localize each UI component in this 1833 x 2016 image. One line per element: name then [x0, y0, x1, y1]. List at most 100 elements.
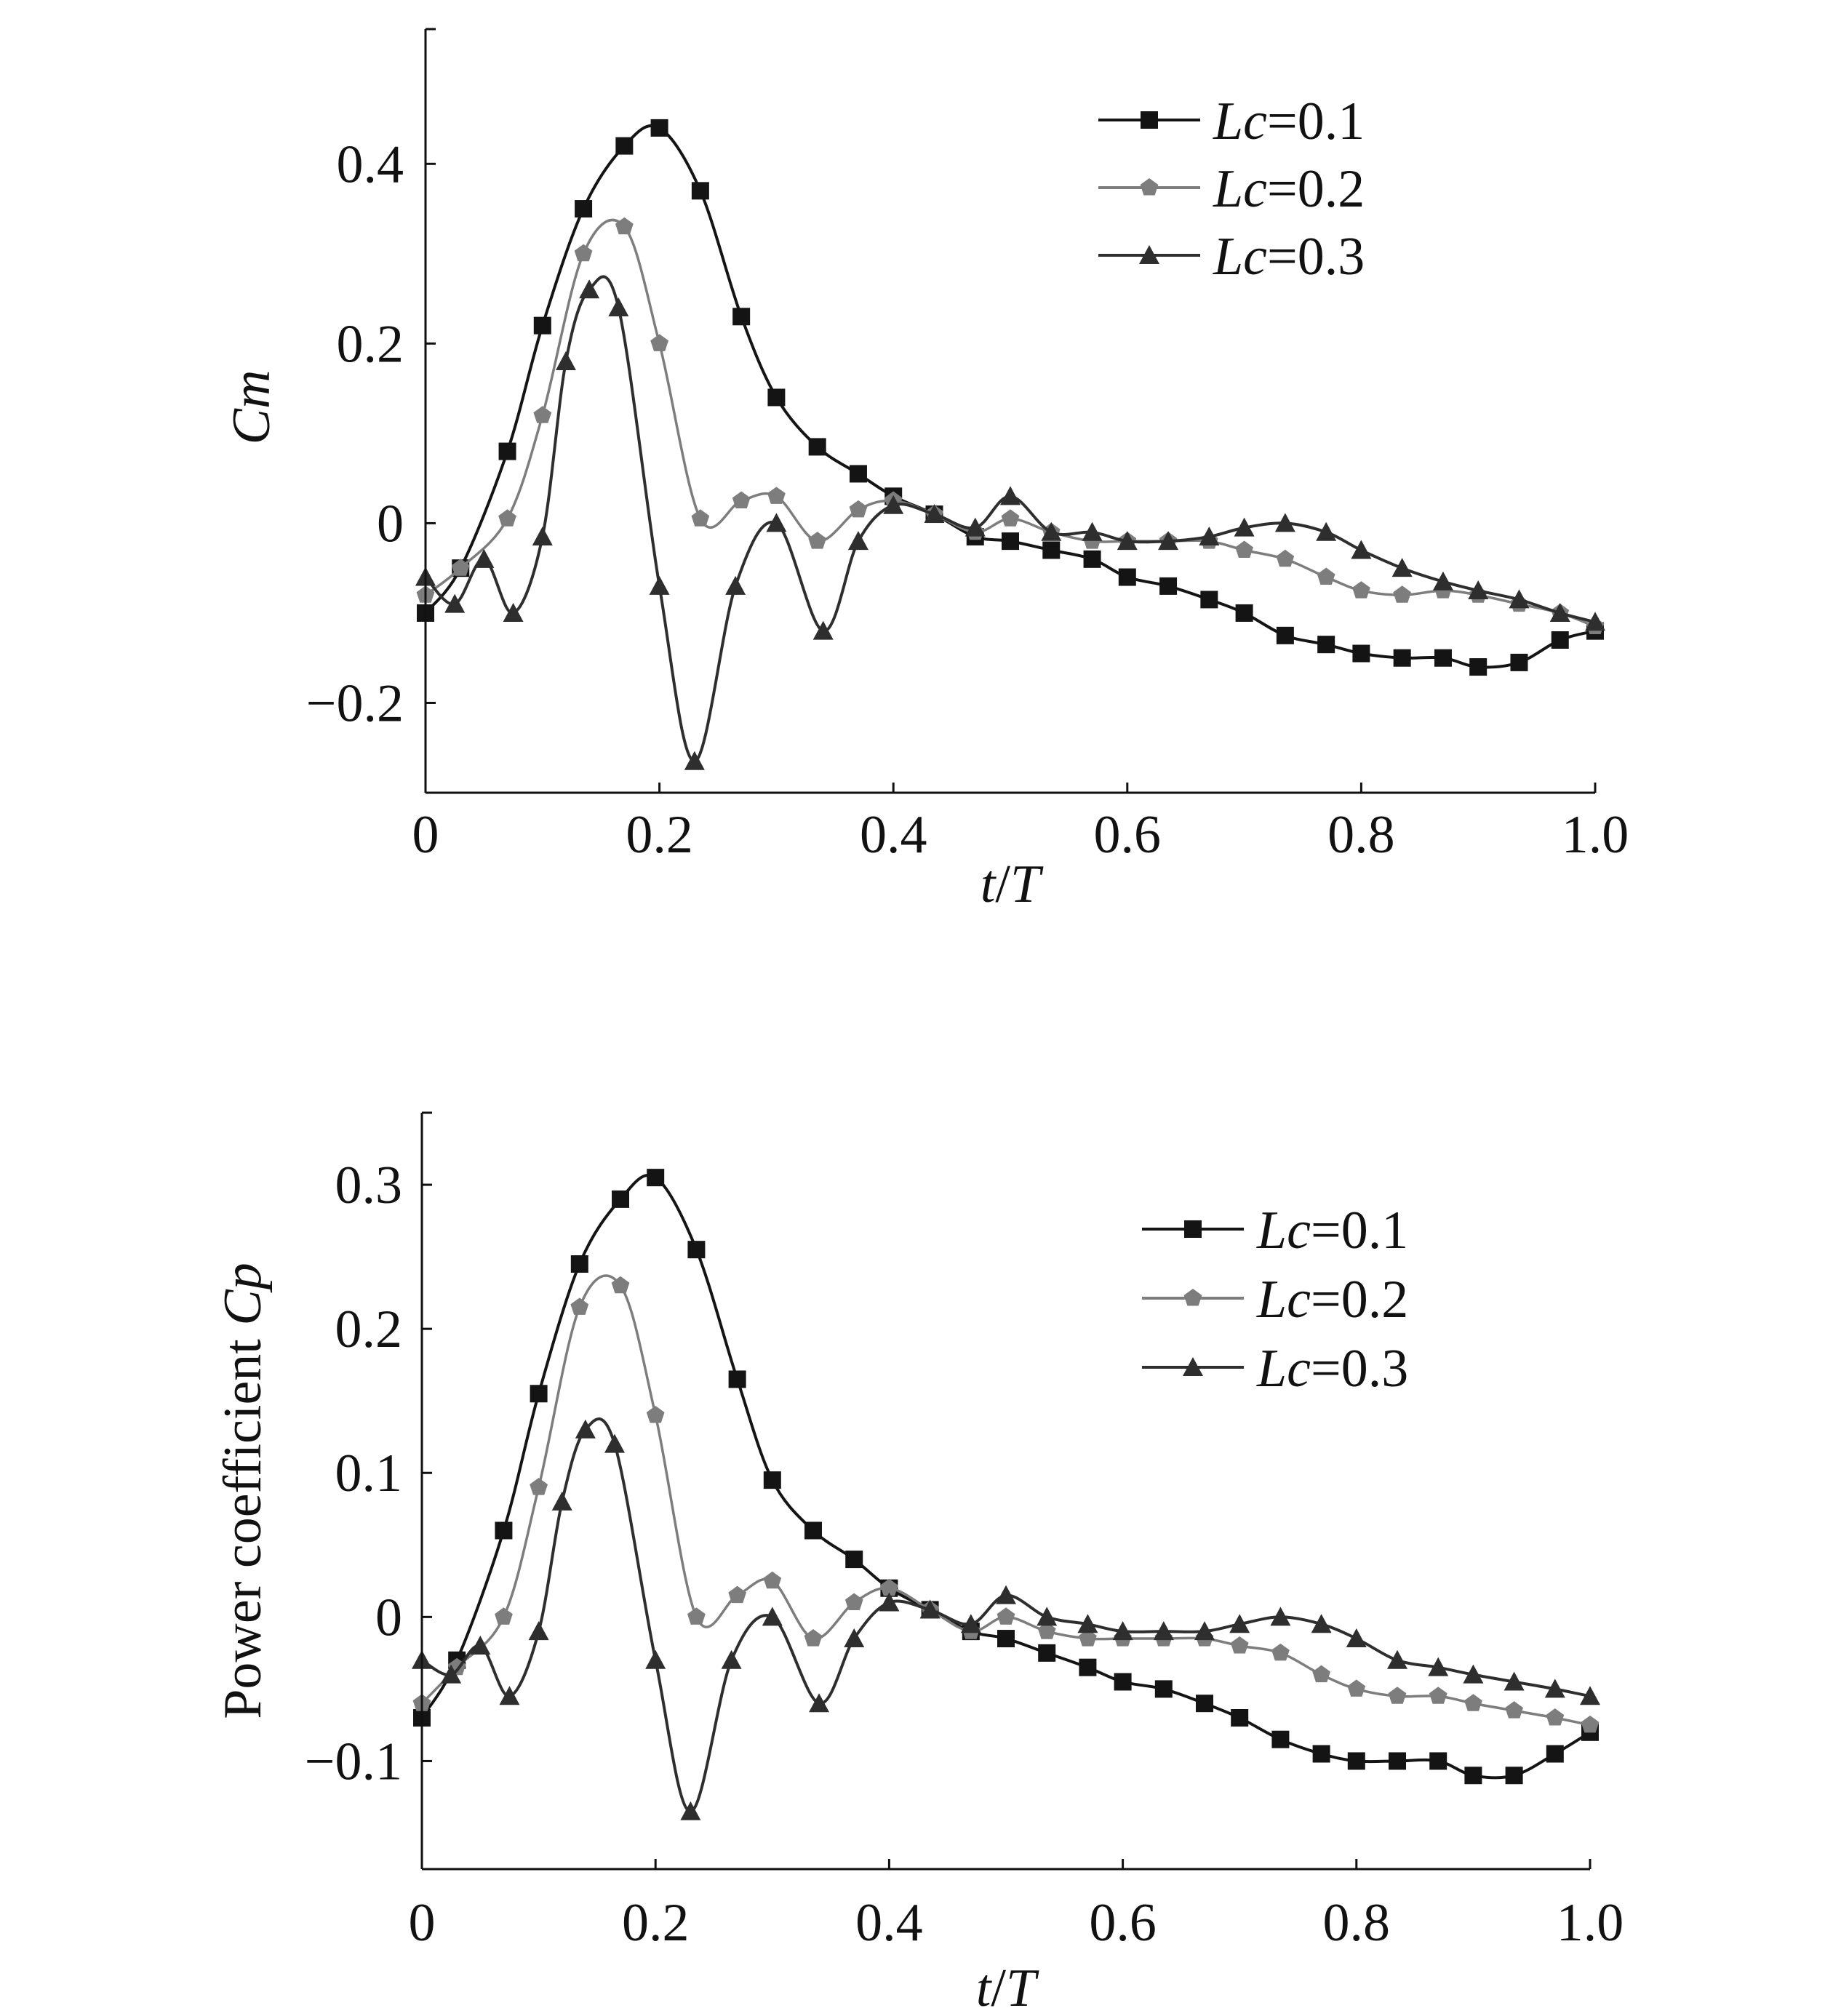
cm-series-1-point [615, 137, 634, 155]
cp-series-3-point [1544, 1679, 1565, 1698]
cm-series-3-point [1158, 531, 1179, 551]
cm-series-3-point [1432, 571, 1453, 591]
cm-series-2-point [1352, 581, 1370, 599]
cm-y-ticks: 0.4 0.2 0 −0.2 [306, 135, 436, 733]
cp-series-3-point [1311, 1614, 1332, 1633]
cp-series-1-point [1389, 1752, 1407, 1770]
cp-series-1-point [495, 1521, 513, 1540]
cp-series-3-point [645, 1649, 666, 1669]
cm-series-1-point [808, 438, 826, 456]
cm-series-1-point [1083, 550, 1101, 568]
cm-x-tick-label: 0.6 [1094, 805, 1162, 865]
cp-legend-swatch-marker [1184, 1220, 1202, 1238]
cm-series-2-point [615, 217, 634, 235]
cp-series-3-point [1037, 1607, 1058, 1626]
cm-y-tick-label: 0.4 [337, 135, 404, 194]
cp-series-1-point [1546, 1745, 1564, 1763]
cm-series-1-point [1317, 636, 1335, 654]
cp-x-axis-label: t/T [976, 1959, 1039, 2016]
cp-series-3-point [1503, 1671, 1525, 1691]
cp-series-1-point [1347, 1752, 1365, 1770]
cp-series-1-point [1196, 1695, 1214, 1713]
cm-x-axis-label: t/T [981, 855, 1044, 914]
cm-series-2-point [1317, 567, 1335, 585]
cm-series-3 [415, 275, 1605, 770]
cm-series-1 [417, 119, 1604, 676]
cp-series-1-point [1154, 1680, 1173, 1698]
cp-series-3-point [1194, 1621, 1215, 1641]
cp-series-3-point [1077, 1614, 1098, 1633]
cp-series-group [412, 1169, 1600, 1820]
cp-series-3-point [551, 1491, 572, 1511]
cm-legend-label-value: =0.1 [1267, 92, 1365, 151]
cm-series-1-point [1352, 644, 1370, 663]
cm-legend-label-value: =0.2 [1267, 159, 1365, 219]
cm-series-3-point [1549, 602, 1570, 622]
cp-series-1-point [1231, 1709, 1249, 1727]
cm-series-3-point [812, 620, 834, 640]
cm-series-1-point [1510, 653, 1528, 671]
cp-series-1-point [1079, 1658, 1097, 1676]
cm-legend-item: Lc=0.3 [1098, 227, 1365, 287]
cp-y-tick-label: 0.2 [335, 1300, 403, 1359]
cm-series-3-point [1468, 580, 1489, 600]
cp-series-2-point [687, 1607, 706, 1625]
cm-series-3-point [924, 504, 945, 524]
cp-series-3-point [1346, 1628, 1367, 1648]
cp-x-tick-label: 0.8 [1323, 1893, 1391, 1953]
cm-series-3-point [766, 513, 787, 532]
cp-series-3-point [844, 1628, 865, 1648]
cp-series-1-point [612, 1190, 630, 1208]
cm-y-tick-label: 0 [377, 494, 404, 553]
cm-series-2-point [650, 334, 668, 351]
cm-series-1-point [1200, 591, 1218, 609]
cp-series-3-point [960, 1614, 981, 1633]
cp-series-2-point [1312, 1665, 1330, 1683]
cm-legend-label: Lc=0.1 [1213, 92, 1365, 151]
cp-legend-item: Lc=0.2 [1142, 1270, 1408, 1329]
cp-series-1-point [728, 1370, 746, 1388]
cm-legend-label-symbol: Lc [1213, 159, 1267, 219]
cm-series-3-point [1316, 521, 1337, 541]
cp-series-3-point [441, 1664, 462, 1684]
cm-series-2-point [1276, 549, 1295, 567]
cp-series-3-point [1387, 1649, 1408, 1669]
cm-series-2-point [1393, 585, 1411, 603]
cp-legend-item: Lc=0.3 [1142, 1339, 1408, 1399]
cm-series-3-point [579, 279, 600, 299]
cm-legend-label-value: =0.3 [1267, 227, 1365, 287]
cp-axes [420, 1111, 1590, 1871]
cm-series-2-point [1235, 540, 1253, 558]
cp-series-2-point [763, 1571, 782, 1589]
cp-series-2-point [611, 1276, 630, 1294]
cp-y-tick-label: −0.1 [305, 1732, 402, 1791]
cp-series-2-point [1429, 1687, 1447, 1704]
cm-series-3-point [1274, 513, 1295, 532]
cm-series-1-point [1042, 541, 1061, 559]
cm-series-1-point [1434, 649, 1452, 667]
cm-series-3-point [725, 575, 746, 595]
cp-series-3-point [1428, 1657, 1449, 1676]
cp-legend-item: Lc=0.1 [1142, 1201, 1408, 1260]
cp-series-3-point [499, 1686, 520, 1705]
cm-series-3-point [1234, 517, 1255, 537]
cp-series-3-point [1463, 1664, 1484, 1684]
cp-series-3-point [528, 1621, 549, 1641]
cm-series-3-point [1117, 531, 1138, 551]
cm-series-2-point [574, 244, 593, 262]
cm-x-tick-label: 0.2 [626, 805, 693, 865]
cm-x-tick-label: 0.4 [860, 805, 927, 865]
cm-series-3-point [847, 531, 868, 551]
cp-x-tick-label: 1.0 [1557, 1893, 1624, 1953]
cp-series-1-point [1312, 1745, 1330, 1763]
cp-y-tick-label: 0.1 [335, 1444, 403, 1503]
cp-x-tick-label: 0.6 [1089, 1893, 1157, 1953]
cp-series-1-point [1429, 1752, 1447, 1770]
cp-series-1-point [1038, 1644, 1056, 1662]
cm-series-1-point [1393, 649, 1411, 667]
cp-legend-swatch-marker [1183, 1289, 1202, 1306]
cm-legend-label-symbol: Lc [1213, 92, 1267, 151]
cm-series-2-point [808, 532, 826, 549]
cm-series-2-point [691, 509, 710, 527]
